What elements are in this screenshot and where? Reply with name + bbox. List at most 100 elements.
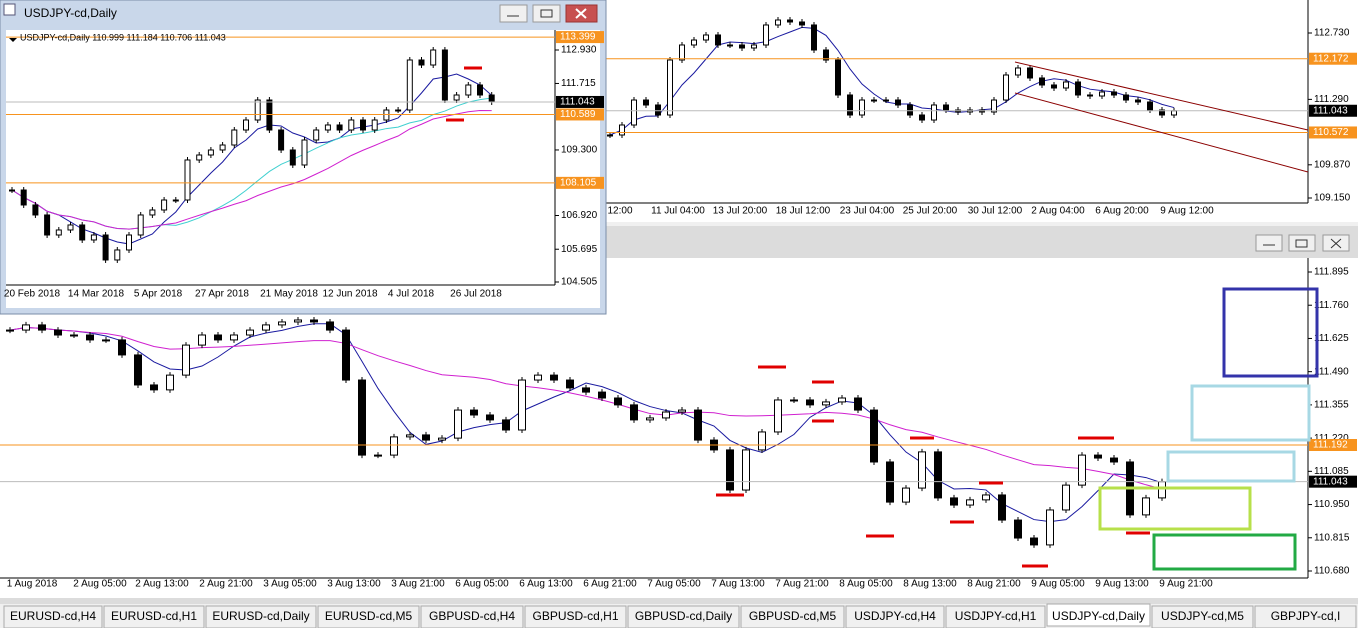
- candle: [278, 129, 285, 151]
- time-label: 9 Aug 05:00: [1031, 579, 1085, 590]
- candle: [102, 234, 109, 261]
- candle: [726, 449, 734, 491]
- tab[interactable]: [205, 605, 317, 628]
- candle: [918, 451, 926, 489]
- candle: [313, 129, 320, 141]
- candle: [1078, 454, 1086, 486]
- candle: [324, 124, 331, 131]
- candle: [902, 487, 910, 503]
- price-label: 110.950: [1314, 499, 1350, 510]
- time-label: 5 Apr 2018: [134, 289, 183, 300]
- tab[interactable]: [1254, 605, 1357, 628]
- tab[interactable]: [524, 605, 627, 628]
- time-label: 12 Jun 2018: [322, 289, 377, 300]
- candle: [566, 379, 574, 389]
- tab[interactable]: [3, 605, 103, 628]
- candle: [134, 354, 142, 386]
- candle: [1171, 110, 1177, 116]
- tab[interactable]: [845, 605, 945, 628]
- time-label: 9 Aug 21:00: [1159, 579, 1213, 590]
- tab[interactable]: [1151, 605, 1254, 628]
- plot: [6, 36, 555, 263]
- minimize-button[interactable]: [499, 4, 528, 23]
- candle: [534, 374, 542, 381]
- time-label: 3 Aug 21:00: [391, 579, 445, 590]
- tab[interactable]: [1046, 603, 1151, 627]
- candle: [1135, 99, 1141, 103]
- candle: [703, 34, 709, 41]
- tab[interactable]: [740, 605, 845, 628]
- time-label: 6 Aug 21:00: [583, 579, 637, 590]
- candle: [643, 99, 649, 106]
- candle: [751, 44, 757, 49]
- tab[interactable]: [627, 605, 740, 628]
- maximize-button[interactable]: [532, 4, 561, 23]
- minimize-button[interactable]: [1255, 234, 1283, 252]
- candle: [1014, 519, 1022, 539]
- level-tag: [1309, 52, 1357, 65]
- candle: [1147, 101, 1153, 111]
- candle: [598, 391, 606, 399]
- candle: [20, 189, 27, 206]
- price-label: 111.760: [1314, 300, 1349, 311]
- time-label: 2 Aug 13:00: [135, 579, 189, 590]
- tab[interactable]: [420, 605, 524, 628]
- tab-label: GBPJPY-cd,I: [1271, 609, 1341, 623]
- candle: [406, 59, 413, 111]
- candle: [358, 379, 366, 456]
- price-label: 112.930: [561, 45, 597, 56]
- price-label: 111.895: [1314, 267, 1349, 278]
- candle: [254, 99, 261, 121]
- candle: [907, 104, 913, 116]
- candle: [266, 99, 273, 131]
- candle: [838, 397, 846, 403]
- time-label: 8 Aug 13:00: [903, 579, 957, 590]
- candle: [9, 189, 15, 192]
- candle: [662, 411, 670, 419]
- candle: [943, 104, 949, 111]
- tab[interactable]: [317, 605, 420, 628]
- candle: [1051, 84, 1057, 89]
- candle: [219, 144, 226, 151]
- candle: [1158, 481, 1166, 499]
- candle: [470, 409, 478, 416]
- tab[interactable]: [945, 605, 1046, 628]
- candle: [289, 149, 296, 166]
- candle: [883, 99, 889, 102]
- candle: [835, 59, 841, 96]
- tab-label: GBPUSD-cd,M5: [749, 609, 837, 623]
- level-label: 111.043: [560, 97, 595, 108]
- candle: [262, 324, 270, 331]
- candle: [360, 119, 366, 131]
- candle: [1075, 81, 1081, 96]
- candle: [374, 454, 382, 457]
- candle: [607, 134, 613, 137]
- candle: [1030, 537, 1038, 546]
- price-label: 104.505: [561, 277, 598, 288]
- candle: [550, 374, 558, 381]
- time-label: 9 Aug 13:00: [1095, 579, 1149, 590]
- candle: [348, 119, 355, 131]
- candle: [86, 334, 94, 341]
- level-tag: [1309, 475, 1357, 488]
- price-label: 105.695: [561, 244, 598, 255]
- level-tag: [1309, 126, 1357, 139]
- time-label: 1 Aug 2018: [7, 579, 58, 590]
- price-label: 111.355: [1314, 400, 1349, 411]
- tab[interactable]: [103, 605, 205, 628]
- candle: [998, 494, 1006, 521]
- candle: [44, 214, 51, 236]
- price-label: 112.730: [1314, 28, 1350, 39]
- candle: [196, 154, 203, 161]
- candle: [991, 99, 997, 113]
- level-label: 108.105: [560, 178, 597, 189]
- tab-label: USDJPY-cd,M5: [1161, 609, 1244, 623]
- maximize-button[interactable]: [1288, 234, 1316, 252]
- candle: [150, 384, 158, 391]
- candle: [655, 104, 661, 116]
- candle: [22, 324, 30, 331]
- tab-label: EURUSD-cd,H4: [10, 609, 96, 623]
- level-label: 110.572: [1313, 127, 1349, 138]
- level-tag: [556, 108, 604, 121]
- price-label: 111.715: [561, 78, 596, 89]
